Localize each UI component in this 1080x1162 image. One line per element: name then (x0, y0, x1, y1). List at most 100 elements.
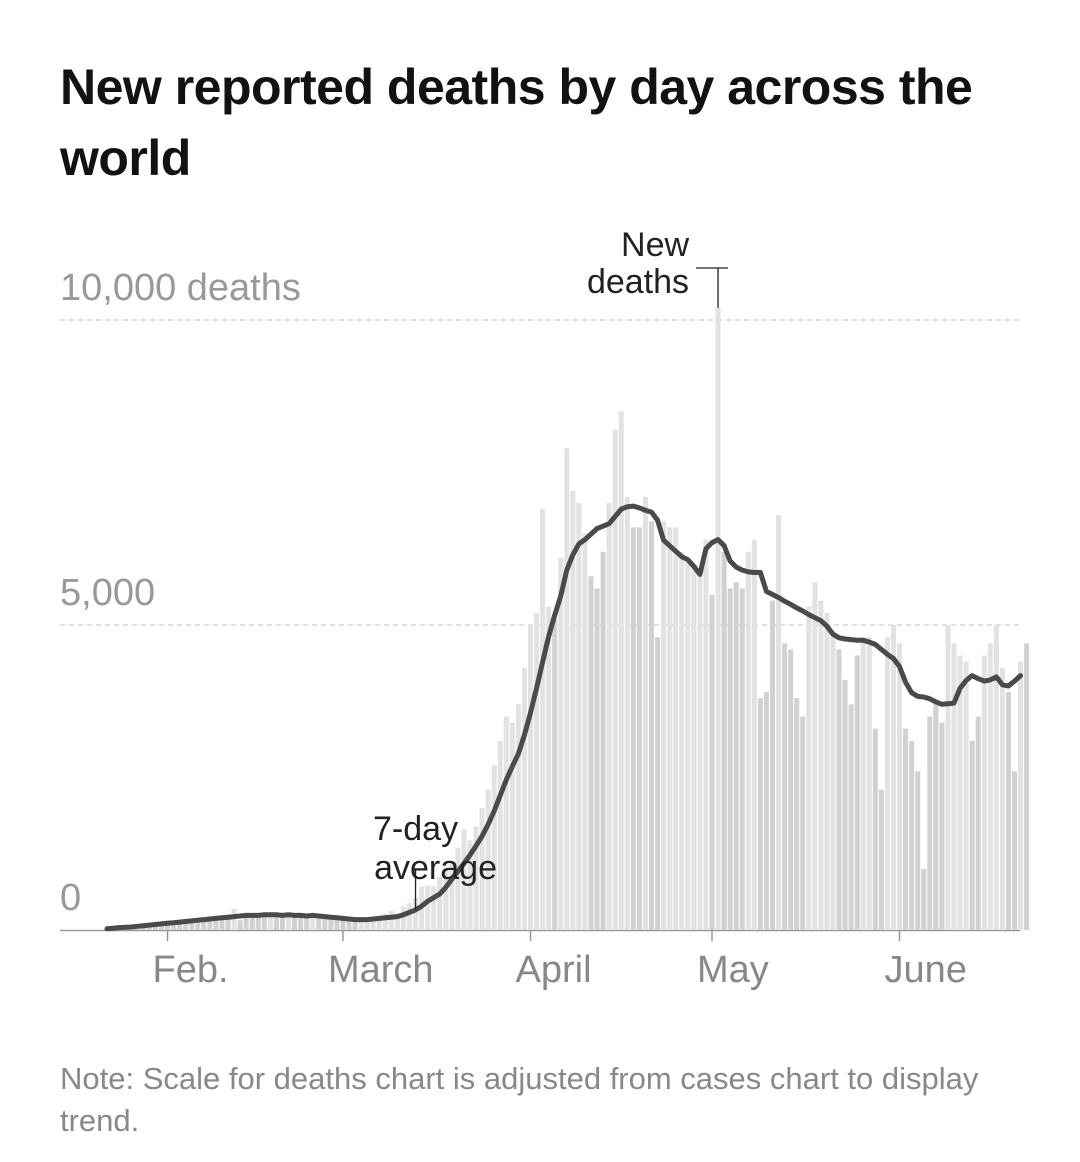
bar (219, 917, 225, 930)
bar (491, 765, 497, 930)
bar (273, 914, 279, 930)
bar (860, 637, 866, 930)
bar (703, 539, 709, 930)
bar (316, 915, 322, 930)
bar (1024, 643, 1030, 930)
bar (189, 920, 195, 930)
bar (842, 679, 848, 930)
average-line (104, 503, 1023, 932)
x-tick-label: Feb. (153, 949, 229, 991)
y-tick-label: 0 (60, 877, 81, 919)
bar (642, 496, 648, 930)
bar (673, 527, 679, 930)
bar (546, 606, 552, 930)
bar (969, 740, 975, 930)
bar (872, 728, 878, 930)
bar (782, 643, 788, 930)
bar (800, 716, 806, 930)
bar (298, 915, 304, 930)
bar (322, 917, 328, 930)
bar (382, 914, 388, 930)
bar (600, 551, 606, 930)
bar (431, 886, 437, 930)
bar (152, 924, 158, 930)
bar (1012, 771, 1017, 930)
bar (897, 643, 903, 930)
bar (945, 625, 951, 930)
bar (667, 527, 673, 930)
bar (993, 625, 999, 930)
bar (388, 911, 394, 930)
bar (207, 919, 213, 930)
bar (407, 903, 412, 930)
bar (963, 661, 969, 930)
bar (443, 869, 449, 930)
bar (177, 922, 183, 930)
bar (757, 698, 763, 930)
bar (685, 557, 691, 930)
bar (655, 637, 661, 930)
bar (975, 716, 981, 930)
bar (854, 655, 860, 930)
bar (461, 829, 467, 930)
average-label-line2: average (374, 849, 497, 887)
bar (884, 637, 890, 930)
bar (618, 411, 624, 930)
bar (237, 920, 243, 930)
bar (201, 919, 207, 930)
bar (231, 908, 237, 930)
y-tick-label: 5,000 (60, 572, 155, 614)
bar (552, 618, 558, 930)
bar (612, 429, 618, 930)
bar (624, 496, 630, 930)
bar (521, 667, 527, 930)
x-axis: Feb. March April May June (153, 930, 967, 991)
bar (999, 667, 1005, 930)
bar (286, 913, 291, 930)
x-tick-label: March (328, 949, 434, 991)
deaths-chart: 0 5,000 10,000 deaths Feb. March April May Jun… (60, 226, 1030, 991)
chart-title: New reported deaths by day across the wo… (60, 59, 973, 186)
bar (606, 503, 612, 930)
bar (866, 637, 872, 930)
bar (503, 716, 509, 930)
bar (425, 885, 431, 930)
bar (213, 918, 219, 930)
x-tick-label: May (697, 949, 769, 991)
bar (564, 448, 570, 930)
bar (534, 612, 540, 930)
bar (1005, 692, 1011, 930)
bar (939, 722, 945, 930)
bar (891, 625, 896, 930)
bar (310, 914, 316, 930)
bar (267, 914, 273, 930)
bar (733, 582, 739, 930)
bar (334, 919, 340, 930)
bar (927, 716, 933, 930)
bar (455, 847, 461, 930)
bar (957, 655, 963, 930)
bar (243, 915, 249, 930)
new-deaths-label-line1: New (621, 226, 689, 264)
bar (721, 551, 727, 930)
bar (649, 521, 654, 930)
bar (413, 898, 419, 930)
bar (679, 551, 685, 930)
bar (582, 533, 588, 930)
bar (261, 914, 267, 930)
bar (158, 923, 164, 930)
bar (437, 876, 443, 930)
bar (697, 570, 703, 930)
bar (352, 920, 358, 930)
y-tick-label: 10,000 deaths (60, 267, 301, 309)
bar (751, 539, 757, 930)
bar (225, 917, 231, 930)
bar (479, 808, 485, 930)
bar (824, 612, 830, 930)
bar (467, 840, 473, 930)
bar (358, 917, 364, 930)
bar (818, 600, 824, 930)
bar (171, 922, 177, 930)
bar (903, 728, 909, 930)
bar (776, 515, 782, 930)
